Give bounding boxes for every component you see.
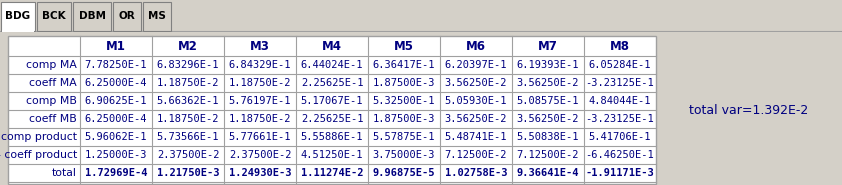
Text: DBM: DBM: [78, 11, 105, 21]
Text: 1.72969E-4: 1.72969E-4: [85, 168, 147, 178]
Text: MS: MS: [148, 11, 166, 21]
Text: 4.51250E-1: 4.51250E-1: [301, 150, 363, 160]
Bar: [113, 2, 141, 31]
Text: BDG: BDG: [5, 11, 30, 21]
Text: total var=1.392E-2: total var=1.392E-2: [690, 104, 808, 117]
Text: 2.25625E-1: 2.25625E-1: [301, 114, 363, 124]
Text: 5.77661E-1: 5.77661E-1: [229, 132, 291, 142]
Text: 1.18750E-2: 1.18750E-2: [229, 78, 291, 88]
Text: M5: M5: [394, 40, 414, 53]
Text: 6.84329E-1: 6.84329E-1: [229, 60, 291, 70]
Text: 1.87500E-3: 1.87500E-3: [373, 114, 435, 124]
Text: 9.36641E-4: 9.36641E-4: [517, 168, 579, 178]
Text: OR: OR: [119, 11, 136, 21]
Text: coeff MA: coeff MA: [29, 78, 77, 88]
Text: 3.56250E-2: 3.56250E-2: [445, 78, 507, 88]
Text: 5.32500E-1: 5.32500E-1: [373, 96, 435, 106]
Text: 3.56250E-2: 3.56250E-2: [517, 114, 579, 124]
Text: 1.21750E-3: 1.21750E-3: [157, 168, 219, 178]
Text: -3.23125E-1: -3.23125E-1: [586, 78, 654, 88]
Text: 1.18750E-2: 1.18750E-2: [157, 78, 219, 88]
Text: comp MB: comp MB: [26, 96, 77, 106]
Text: -6.46250E-1: -6.46250E-1: [586, 150, 654, 160]
Text: coeff MB: coeff MB: [29, 114, 77, 124]
Text: 4.84044E-1: 4.84044E-1: [589, 96, 651, 106]
Text: M4: M4: [322, 40, 342, 53]
Text: M7: M7: [538, 40, 558, 53]
Text: 1.11274E-2: 1.11274E-2: [301, 168, 363, 178]
Text: 7.12500E-2: 7.12500E-2: [517, 150, 579, 160]
Text: -3.23125E-1: -3.23125E-1: [586, 114, 654, 124]
Text: 5.17067E-1: 5.17067E-1: [301, 96, 363, 106]
Text: M6: M6: [466, 40, 486, 53]
Bar: [1, 2, 35, 31]
Text: 9.96875E-5: 9.96875E-5: [373, 168, 435, 178]
Text: 5.73566E-1: 5.73566E-1: [157, 132, 219, 142]
Text: 6.25000E-4: 6.25000E-4: [85, 114, 147, 124]
Bar: [73, 2, 111, 31]
Text: 6.90625E-1: 6.90625E-1: [85, 96, 147, 106]
Text: 2.37500E-2: 2.37500E-2: [229, 150, 291, 160]
Text: 5.05930E-1: 5.05930E-1: [445, 96, 507, 106]
Text: 6.83296E-1: 6.83296E-1: [157, 60, 219, 70]
Text: - coeff product: - coeff product: [0, 150, 77, 160]
Text: 3.75000E-3: 3.75000E-3: [373, 150, 435, 160]
Text: 1.02758E-3: 1.02758E-3: [445, 168, 507, 178]
Text: M2: M2: [178, 40, 198, 53]
Text: 5.96062E-1: 5.96062E-1: [85, 132, 147, 142]
Text: comp product: comp product: [1, 132, 77, 142]
Text: 6.20397E-1: 6.20397E-1: [445, 60, 507, 70]
Text: 2.37500E-2: 2.37500E-2: [157, 150, 219, 160]
Text: 3.56250E-2: 3.56250E-2: [517, 78, 579, 88]
Text: total: total: [52, 168, 77, 178]
Text: 1.87500E-3: 1.87500E-3: [373, 78, 435, 88]
Text: 1.24930E-3: 1.24930E-3: [229, 168, 291, 178]
Text: M8: M8: [610, 40, 630, 53]
Text: BCK: BCK: [42, 11, 66, 21]
Text: 5.08575E-1: 5.08575E-1: [517, 96, 579, 106]
Bar: [37, 2, 71, 31]
Text: 5.55886E-1: 5.55886E-1: [301, 132, 363, 142]
Text: 1.25000E-3: 1.25000E-3: [85, 150, 147, 160]
Text: comp MA: comp MA: [26, 60, 77, 70]
Text: 5.76197E-1: 5.76197E-1: [229, 96, 291, 106]
Text: 6.25000E-4: 6.25000E-4: [85, 78, 147, 88]
Bar: [2, 30, 35, 32]
Text: 5.48741E-1: 5.48741E-1: [445, 132, 507, 142]
Text: 2.25625E-1: 2.25625E-1: [301, 78, 363, 88]
Bar: [143, 2, 171, 31]
Text: 5.66362E-1: 5.66362E-1: [157, 96, 219, 106]
Text: 1.18750E-2: 1.18750E-2: [229, 114, 291, 124]
Text: 5.50838E-1: 5.50838E-1: [517, 132, 579, 142]
Bar: [8, 36, 656, 184]
Text: 6.44024E-1: 6.44024E-1: [301, 60, 363, 70]
Text: 1.18750E-2: 1.18750E-2: [157, 114, 219, 124]
Text: 3.56250E-2: 3.56250E-2: [445, 114, 507, 124]
Text: M3: M3: [250, 40, 270, 53]
Text: -1.91171E-3: -1.91171E-3: [586, 168, 654, 178]
Text: 7.78250E-1: 7.78250E-1: [85, 60, 147, 70]
Text: 6.36417E-1: 6.36417E-1: [373, 60, 435, 70]
Text: 5.57875E-1: 5.57875E-1: [373, 132, 435, 142]
Text: 6.05284E-1: 6.05284E-1: [589, 60, 651, 70]
Text: 5.41706E-1: 5.41706E-1: [589, 132, 651, 142]
Text: M1: M1: [106, 40, 126, 53]
Text: 7.12500E-2: 7.12500E-2: [445, 150, 507, 160]
Text: 6.19393E-1: 6.19393E-1: [517, 60, 579, 70]
